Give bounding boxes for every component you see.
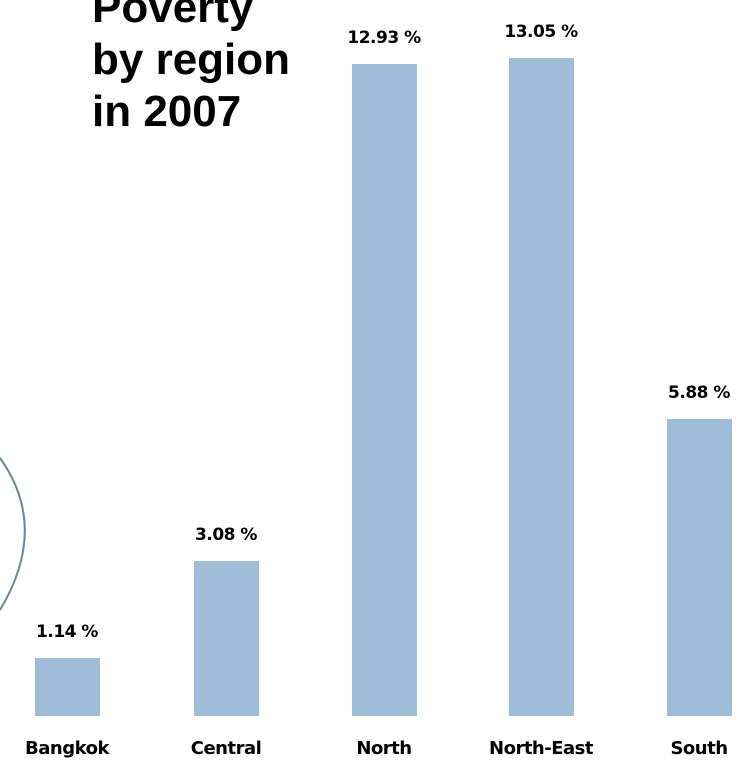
bar-central [193, 560, 259, 716]
category-label-south: South [670, 738, 728, 759]
chart-title-line-1: Poverty [92, 0, 254, 32]
category-label-central: Central [190, 738, 262, 759]
category-label-bangkok: Bangkok [25, 738, 109, 759]
data-label-central: 3.08 % [195, 524, 257, 545]
data-label-north-east: 13.05 % [504, 21, 578, 42]
data-label-north: 12.93 % [347, 27, 421, 48]
chart-title-line-3: in 2007 [92, 87, 242, 136]
bar-north-east [508, 57, 574, 716]
chart-title: Poverty by region in 2007 [92, 0, 290, 138]
category-label-north: North [356, 738, 412, 759]
bar-north [351, 63, 417, 716]
chart-title-line-2: by region [92, 35, 291, 84]
data-label-bangkok: 1.14 % [36, 622, 98, 643]
decorative-arc-path [0, 457, 26, 611]
bar-bangkok [34, 658, 100, 716]
category-label-north-east: North-East [489, 738, 593, 759]
bar-south [666, 419, 732, 716]
data-label-south: 5.88 % [668, 383, 730, 404]
